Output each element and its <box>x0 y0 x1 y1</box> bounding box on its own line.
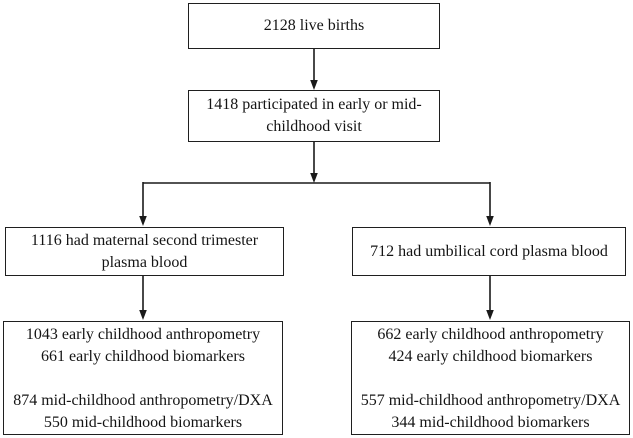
node-cord-plasma: 712 had umbilical cord plasma blood <box>352 227 626 276</box>
connector-cord-to-outcomes <box>486 276 494 320</box>
connector-maternal-to-outcomes <box>139 276 147 320</box>
node-participated-visit-text-2: childhood visit <box>266 118 362 135</box>
node-maternal-plasma: 1116 had maternal second trimester plasm… <box>5 227 284 276</box>
node-maternal-outcomes: 1043 early childhood anthropometry 661 e… <box>3 321 283 435</box>
cord-mid-anthropometry: 557 mid-childhood anthropometry/DXA <box>360 392 621 409</box>
cord-early-biomarkers: 424 early childhood biomarkers <box>388 348 593 365</box>
connector-births-to-visit <box>310 48 318 90</box>
cord-early-anthropometry: 662 early childhood anthropometry <box>377 326 604 343</box>
node-live-births: 2128 live births <box>188 3 440 49</box>
cord-spacer-line <box>352 368 629 390</box>
maternal-mid-biomarkers: 550 mid-childhood biomarkers <box>43 414 243 431</box>
node-participated-visit: 1418 participated in early or mid- child… <box>188 90 440 142</box>
cord-mid-biomarkers: 344 mid-childhood biomarkers <box>391 414 590 431</box>
node-maternal-plasma-text-2: plasma blood <box>101 253 188 271</box>
node-maternal-plasma-text-1: 1116 had maternal second trimester <box>30 231 259 249</box>
maternal-spacer-line <box>4 368 282 390</box>
maternal-early-anthropometry: 1043 early childhood anthropometry <box>25 326 261 343</box>
node-live-births-text: 2128 live births <box>263 17 365 34</box>
node-cord-plasma-text: 712 had umbilical cord plasma blood <box>370 242 608 260</box>
node-participated-visit-text-1: 1418 participated in early or mid- <box>206 96 422 113</box>
connector-branch-to-maternal <box>139 182 147 226</box>
maternal-mid-anthropometry: 874 mid-childhood anthropometry/DXA <box>13 392 273 409</box>
connector-visit-to-branch <box>310 142 318 183</box>
maternal-early-biomarkers: 661 early childhood biomarkers <box>41 348 245 365</box>
connector-branch-to-cord <box>486 182 494 226</box>
node-cord-outcomes: 662 early childhood anthropometry 424 ea… <box>351 321 630 435</box>
